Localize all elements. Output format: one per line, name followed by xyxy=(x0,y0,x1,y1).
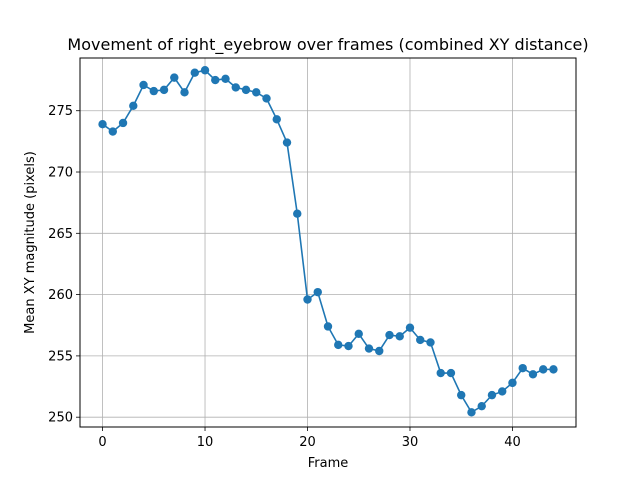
data-point xyxy=(426,338,435,347)
y-axis-label: Mean XY magnitude (pixels) xyxy=(23,151,38,334)
data-point xyxy=(159,85,169,95)
data-point xyxy=(498,387,507,396)
x-tick-label: 10 xyxy=(197,435,214,450)
x-axis-label: Frame xyxy=(308,456,349,471)
data-point xyxy=(354,329,363,339)
data-point xyxy=(467,408,476,417)
data-point xyxy=(457,390,466,400)
chart-title: Movement of right_eyebrow over frames (c… xyxy=(67,35,588,55)
data-point xyxy=(446,368,456,378)
data-point xyxy=(528,370,538,379)
x-tick-label: 40 xyxy=(504,435,521,450)
x-axis-ticks: 0 10 20 30 40 xyxy=(98,427,521,450)
data-point xyxy=(395,332,404,341)
data-point xyxy=(118,118,128,128)
data-point xyxy=(129,101,138,111)
data-point xyxy=(241,85,251,95)
data-point xyxy=(293,209,302,218)
data-point xyxy=(190,68,199,77)
series-markers xyxy=(98,66,558,417)
data-point xyxy=(231,83,240,92)
series-line xyxy=(102,69,554,414)
data-point xyxy=(252,88,261,97)
data-point xyxy=(375,346,384,356)
y-tick-label: 255 xyxy=(48,349,73,364)
data-point xyxy=(180,88,189,97)
data-point xyxy=(477,401,486,411)
data-point xyxy=(518,363,527,373)
y-tick-label: 270 xyxy=(48,166,73,181)
grid xyxy=(80,58,576,427)
data-point xyxy=(108,127,117,136)
y-tick-label: 275 xyxy=(48,104,73,119)
y-tick-label: 265 xyxy=(48,227,73,242)
data-point xyxy=(282,138,292,147)
data-point xyxy=(549,365,558,374)
data-point xyxy=(303,295,312,304)
data-point xyxy=(405,323,415,332)
data-point xyxy=(272,115,281,124)
plot-area xyxy=(79,57,577,428)
data-point xyxy=(508,378,517,388)
data-point xyxy=(139,80,148,90)
x-tick-label: 20 xyxy=(299,435,316,450)
data-point xyxy=(313,287,322,297)
data-point xyxy=(149,86,158,96)
y-axis-ticks: 250 255 260 265 270 275 xyxy=(48,104,80,426)
y-tick-label: 260 xyxy=(48,288,73,303)
data-point xyxy=(487,390,497,400)
data-point xyxy=(334,340,343,350)
y-tick-label: 250 xyxy=(48,411,73,426)
data-point xyxy=(98,119,107,129)
data-point xyxy=(416,335,425,345)
data-point xyxy=(385,330,394,340)
data-point xyxy=(211,75,220,85)
data-point xyxy=(539,365,548,374)
data-point xyxy=(262,94,271,103)
data-point xyxy=(436,368,445,378)
data-point xyxy=(323,322,333,331)
data-point xyxy=(344,341,353,351)
x-tick-label: 30 xyxy=(402,435,419,450)
x-tick-label: 0 xyxy=(98,435,106,450)
data-point xyxy=(221,74,230,84)
data-point xyxy=(364,344,374,353)
data-point xyxy=(170,73,179,82)
data-point xyxy=(200,66,210,75)
